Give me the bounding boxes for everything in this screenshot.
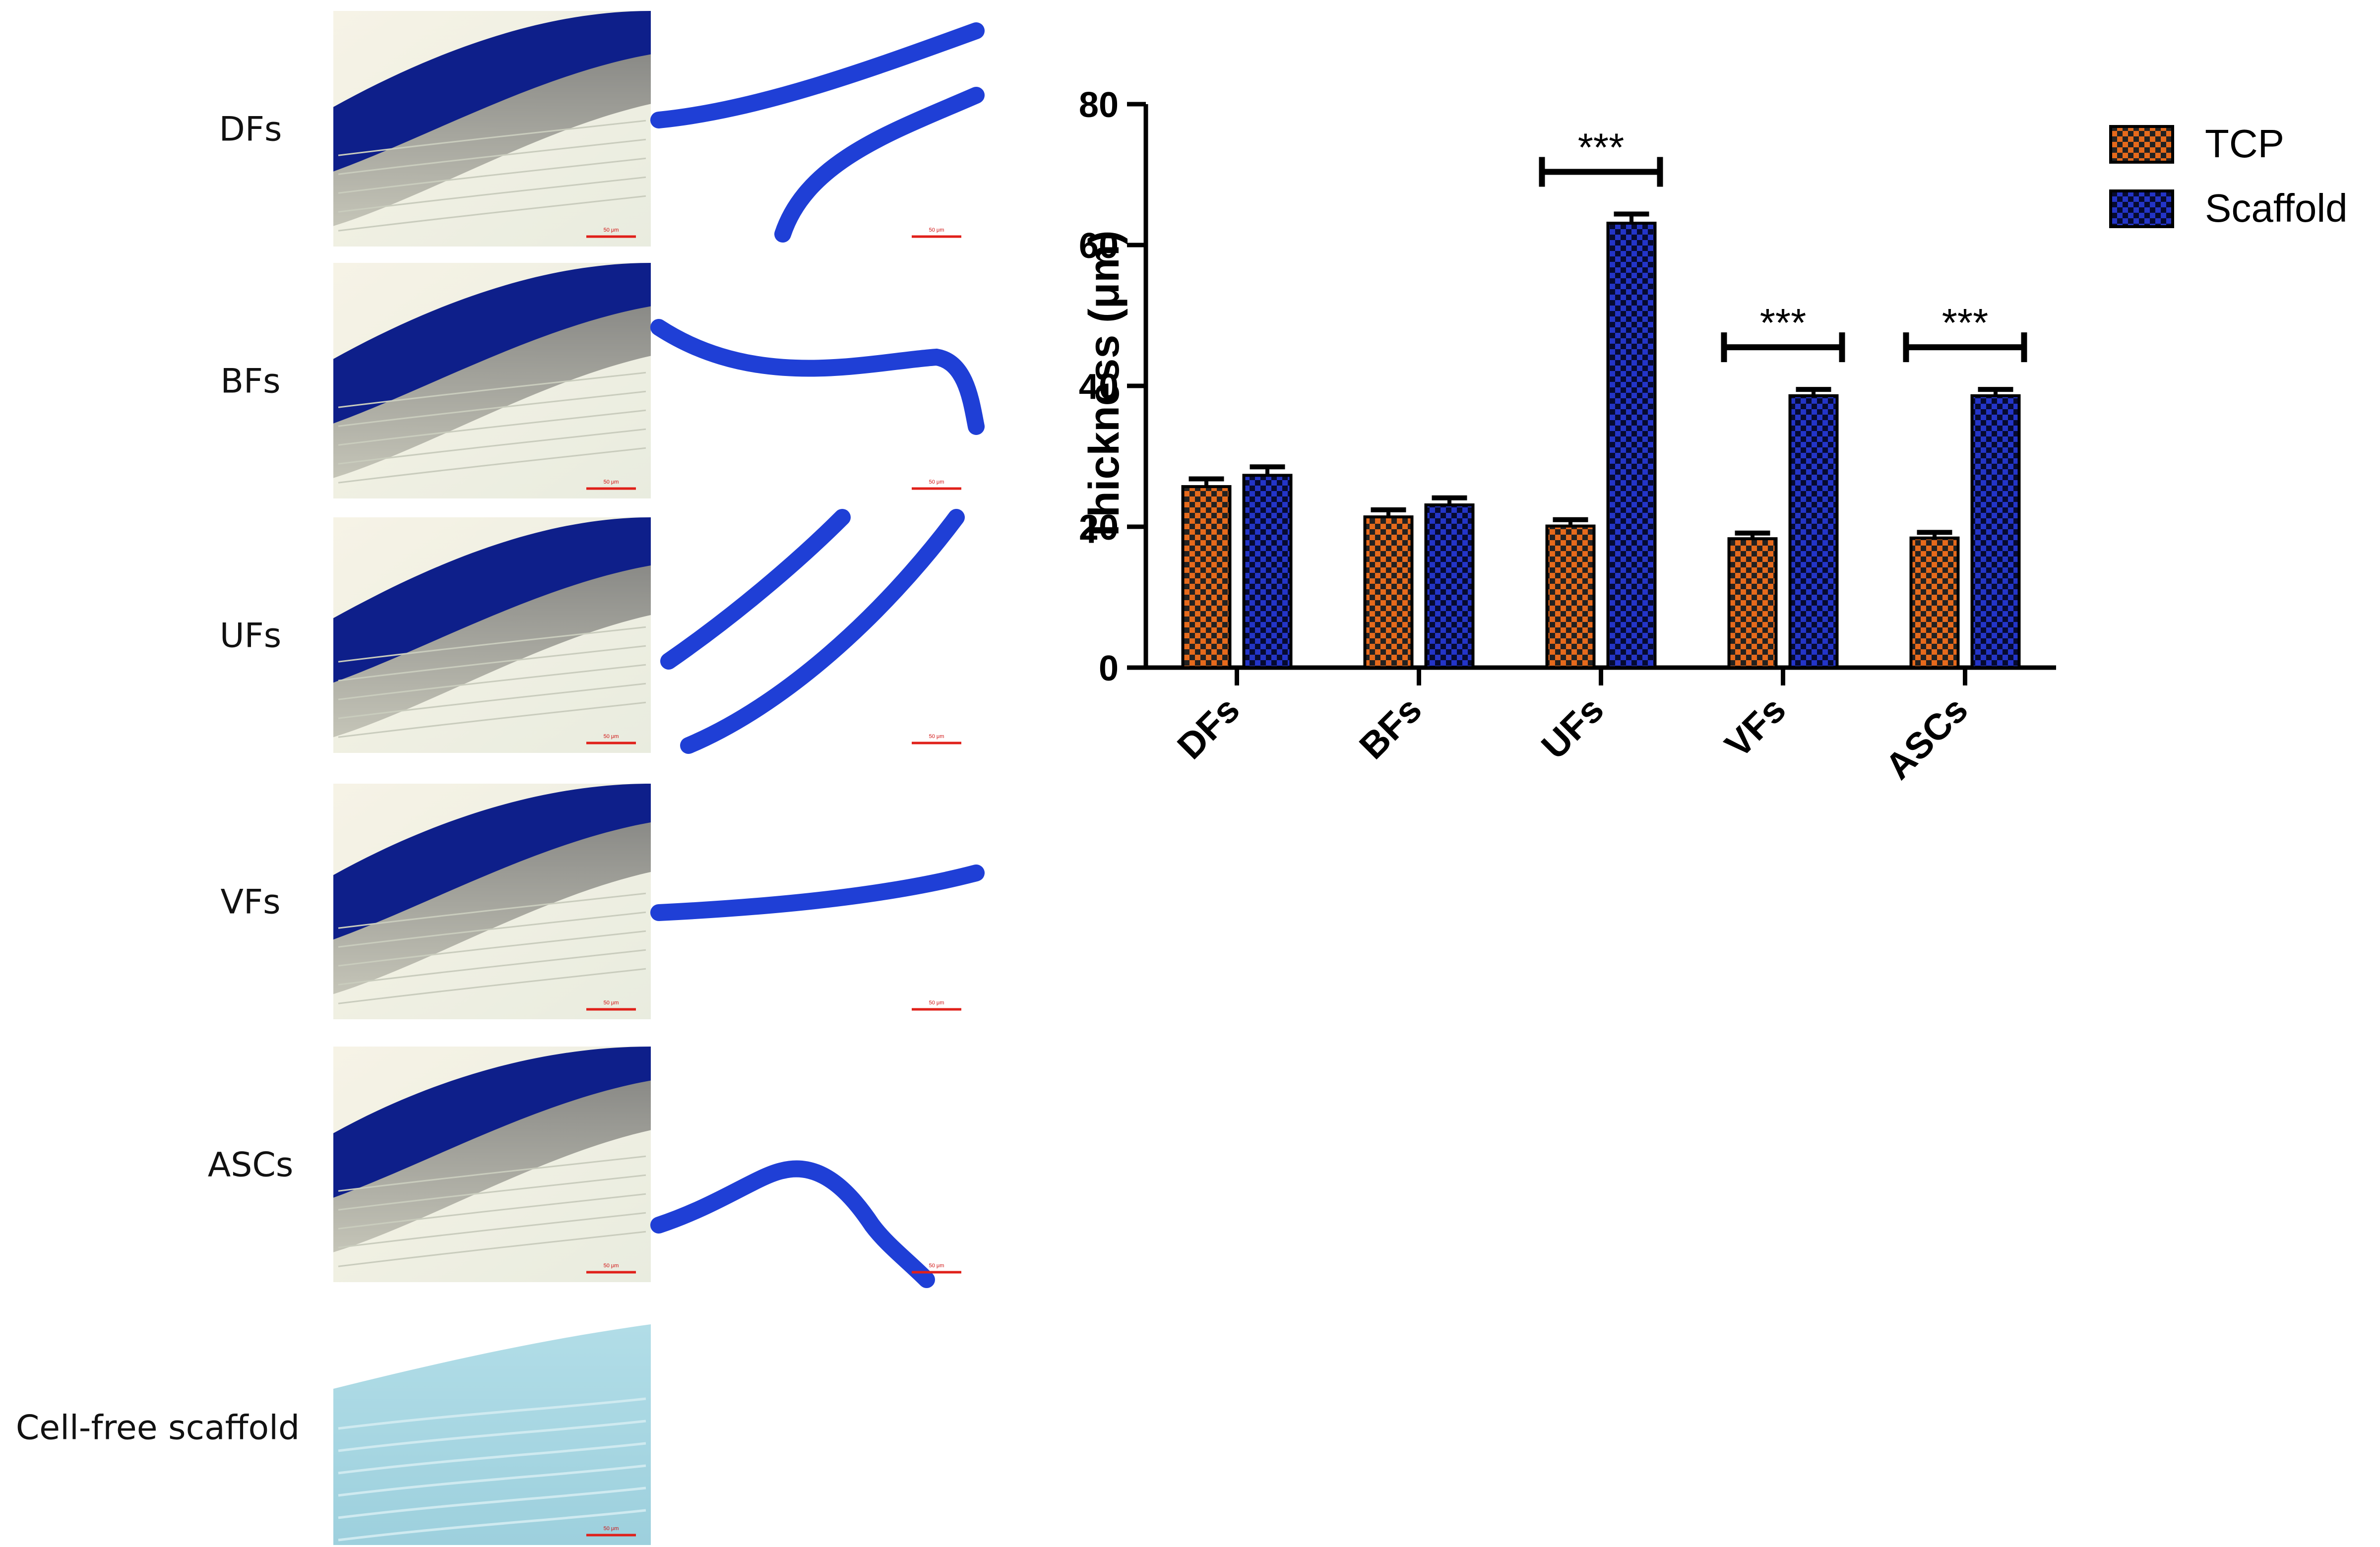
micrograph-scaffold: 50 μm [650, 1047, 976, 1288]
cell-layer [333, 1047, 651, 1198]
scale-bar-label: 50 μm [604, 1000, 619, 1006]
significance-markers: *** *** *** [1539, 125, 2027, 363]
cell-layer [333, 263, 651, 424]
micrograph-scaffold: 50 μm [659, 509, 976, 754]
scale-bar-label: 50 μm [929, 1263, 944, 1269]
scale-bar-label: 50 μm [604, 1263, 619, 1269]
histology-row: BFs 50 μm 50 μm [220, 263, 985, 498]
x-axis-ticks: DFs BFs UFs VFs ASCs [1169, 668, 1976, 787]
legend-label: Scaffold [2205, 186, 2348, 230]
micrograph-tcp: 50 μm [333, 263, 651, 498]
ecm-layer [333, 798, 651, 994]
scaffold-tissue [680, 509, 965, 754]
scale-bar-label: 50 μm [929, 479, 944, 485]
scaffold-tissue [774, 87, 985, 243]
scale-bar-label: 50 μm [604, 227, 619, 233]
legend: TCP Scaffold [2109, 122, 2348, 230]
legend-label: TCP [2205, 122, 2284, 166]
bar [1363, 515, 1414, 669]
bars [1181, 211, 2021, 670]
row-label: DFs [219, 110, 282, 149]
y-tick-label: 40 [1079, 367, 1119, 407]
scaffold-tissue [650, 22, 985, 128]
significance-label: *** [1760, 301, 1806, 345]
scale-bar-label: 50 μm [929, 227, 944, 233]
scaffold-tissue [660, 509, 851, 670]
cell-layer [333, 517, 651, 683]
scaffold-tissue [650, 1160, 935, 1288]
row-label: ASCs [208, 1146, 294, 1185]
row-label: UFs [220, 617, 281, 656]
row-label: BFs [220, 362, 280, 401]
scale-bar-label: 50 μm [604, 734, 619, 740]
thickness-bar-chart: 0 20 40 60 80 DFs BFs UFs VFs ASCs *** *** *** Thi… [1079, 85, 2348, 787]
ecm-layer [333, 29, 651, 226]
x-tick-label: ASCs [1878, 689, 1976, 787]
scale-bar-label: 50 μm [604, 1526, 619, 1532]
bar [1606, 221, 1657, 670]
ecm-layer [333, 1055, 651, 1252]
scale-bar-label: 50 μm [929, 734, 944, 740]
y-axis-label: Thickness (μm) [1080, 231, 1128, 544]
micrograph-scaffold: 50 μm [650, 263, 985, 498]
bar [1545, 524, 1596, 669]
x-tick-label: UFs [1533, 689, 1612, 767]
y-axis-ticks: 0 20 40 60 80 [1079, 85, 1146, 688]
micrograph-tcp: 50 μm [333, 1309, 651, 1545]
ecm-layer [333, 541, 651, 738]
bar [1970, 394, 2021, 669]
x-tick-label: VFs [1717, 689, 1794, 766]
bar [1727, 537, 1778, 669]
row-label: Cell-free scaffold [16, 1409, 300, 1448]
significance-label: *** [1578, 125, 1624, 170]
x-tick-label: BFs [1351, 689, 1430, 767]
scaffold-tissue [650, 319, 985, 435]
cell-layer [333, 784, 651, 940]
scale-bar-label: 50 μm [929, 1000, 944, 1006]
bar [1788, 394, 1839, 669]
histology-row: VFs 50 μm 50 μm [220, 784, 985, 1019]
micrograph-tcp: 50 μm [333, 11, 651, 247]
micrograph-tcp: 50 μm [333, 1047, 651, 1282]
micrograph-scaffold: 50 μm [650, 784, 985, 1019]
histology-row: ASCs 50 μm 50 μm [208, 1047, 976, 1288]
micrograph-tcp: 50 μm [333, 784, 651, 1019]
histology-row: DFs 50 μm 50 μm [219, 11, 985, 247]
legend-swatch [2109, 125, 2174, 164]
x-tick-label: DFs [1169, 689, 1248, 767]
y-tick-label: 0 [1099, 649, 1119, 688]
bar [1909, 536, 1960, 669]
histology-row: UFs 50 μm 50 μm [220, 509, 976, 754]
row-label: VFs [220, 883, 280, 922]
micrograph-scaffold: 50 μm [650, 11, 985, 247]
histology-row: Cell-free scaffold 50 μm [16, 1309, 651, 1545]
bar [1181, 485, 1232, 669]
scale-bar-label: 50 μm [604, 479, 619, 485]
bar [1242, 474, 1293, 670]
ecm-layer [333, 281, 651, 478]
y-tick-label: 60 [1079, 226, 1119, 266]
y-tick-label: 20 [1079, 508, 1119, 548]
y-tick-label: 80 [1079, 85, 1119, 125]
cell-layer [333, 11, 651, 172]
scaffold-tissue [650, 865, 985, 921]
significance-label: *** [1942, 301, 1988, 345]
legend-swatch [2109, 189, 2174, 228]
micrograph-tcp: 50 μm [333, 517, 651, 753]
bar [1424, 503, 1475, 669]
